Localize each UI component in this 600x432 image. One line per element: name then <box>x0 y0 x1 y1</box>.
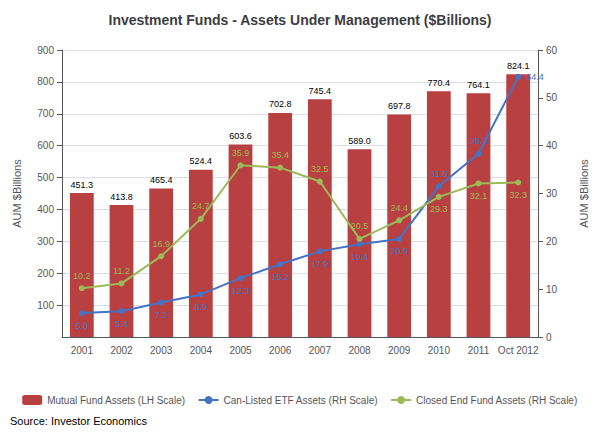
svg-text:10: 10 <box>546 284 558 295</box>
svg-text:745.4: 745.4 <box>309 86 332 96</box>
svg-text:603.6: 603.6 <box>229 131 252 141</box>
svg-text:40: 40 <box>546 140 558 151</box>
svg-text:Can-Listed ETF Assets (RH Scal: Can-Listed ETF Assets (RH Scale) <box>224 395 378 406</box>
svg-text:AUM $Billions: AUM $Billions <box>578 159 590 228</box>
svg-text:451.3: 451.3 <box>71 180 94 190</box>
svg-text:2003: 2003 <box>150 345 173 356</box>
svg-text:697.8: 697.8 <box>388 101 411 111</box>
svg-text:Closed End Fund Assets (RH Sca: Closed End Fund Assets (RH Scale) <box>416 395 577 406</box>
svg-text:Mutual Fund Assets (LH Scale): Mutual Fund Assets (LH Scale) <box>47 395 185 406</box>
svg-text:54.4: 54.4 <box>526 72 544 82</box>
svg-text:29.3: 29.3 <box>430 204 448 214</box>
svg-text:2011: 2011 <box>468 345 490 356</box>
svg-text:12.3: 12.3 <box>232 286 250 296</box>
svg-text:2001: 2001 <box>71 345 94 356</box>
svg-text:8.9: 8.9 <box>195 302 208 312</box>
svg-text:32.5: 32.5 <box>311 164 329 174</box>
svg-text:20.5: 20.5 <box>390 246 408 256</box>
svg-text:465.4: 465.4 <box>150 175 173 185</box>
svg-text:10.2: 10.2 <box>73 271 91 281</box>
svg-text:35.9: 35.9 <box>232 148 250 158</box>
svg-text:60: 60 <box>546 45 558 56</box>
svg-text:16.9: 16.9 <box>152 239 170 249</box>
svg-text:15.2: 15.2 <box>271 272 289 282</box>
svg-text:702.8: 702.8 <box>269 99 292 109</box>
svg-text:7.2: 7.2 <box>155 310 168 320</box>
svg-text:50: 50 <box>546 92 558 103</box>
svg-text:300: 300 <box>37 236 54 247</box>
svg-text:2002: 2002 <box>110 345 133 356</box>
svg-text:2009: 2009 <box>388 345 411 356</box>
svg-text:AUM $Billions: AUM $Billions <box>11 159 23 228</box>
svg-text:32.3: 32.3 <box>509 190 527 200</box>
svg-text:5.4: 5.4 <box>115 319 128 329</box>
svg-text:32.1: 32.1 <box>470 191 488 201</box>
svg-text:19.4: 19.4 <box>351 252 369 262</box>
svg-text:764.1: 764.1 <box>467 80 490 90</box>
svg-text:413.8: 413.8 <box>110 192 133 202</box>
svg-text:30: 30 <box>546 188 558 199</box>
svg-text:20: 20 <box>546 236 558 247</box>
svg-text:35.4: 35.4 <box>271 150 289 160</box>
svg-text:824.1: 824.1 <box>507 61 530 71</box>
svg-text:5.0: 5.0 <box>76 321 89 331</box>
svg-text:11.2: 11.2 <box>113 266 130 276</box>
svg-text:100: 100 <box>37 300 54 311</box>
svg-text:524.4: 524.4 <box>190 156 213 166</box>
svg-text:24.4: 24.4 <box>390 203 408 213</box>
svg-text:800: 800 <box>37 76 54 87</box>
svg-text:0: 0 <box>546 332 552 343</box>
svg-text:700: 700 <box>37 108 54 119</box>
svg-text:2006: 2006 <box>269 345 292 356</box>
svg-text:400: 400 <box>37 204 54 215</box>
svg-text:24.7: 24.7 <box>192 201 210 211</box>
svg-text:17.9: 17.9 <box>311 259 329 269</box>
svg-text:31.5: 31.5 <box>430 169 448 179</box>
svg-text:Investment Funds - Assets Unde: Investment Funds - Assets Under Manageme… <box>109 12 492 28</box>
svg-text:Oct 2012: Oct 2012 <box>498 345 539 356</box>
svg-text:2010: 2010 <box>428 345 451 356</box>
svg-text:500: 500 <box>37 172 54 183</box>
svg-text:2007: 2007 <box>309 345 332 356</box>
svg-text:2004: 2004 <box>190 345 213 356</box>
svg-text:600: 600 <box>37 140 54 151</box>
svg-text:2008: 2008 <box>348 345 371 356</box>
svg-text:2005: 2005 <box>229 345 252 356</box>
svg-text:589.0: 589.0 <box>348 136 371 146</box>
svg-text:770.4: 770.4 <box>428 78 451 88</box>
svg-text:38.3: 38.3 <box>470 136 488 146</box>
svg-text:200: 200 <box>37 268 54 279</box>
svg-text:900: 900 <box>37 45 54 56</box>
svg-text:Source: Investor Economics: Source: Investor Economics <box>10 415 147 427</box>
svg-text:20.5: 20.5 <box>351 221 369 231</box>
